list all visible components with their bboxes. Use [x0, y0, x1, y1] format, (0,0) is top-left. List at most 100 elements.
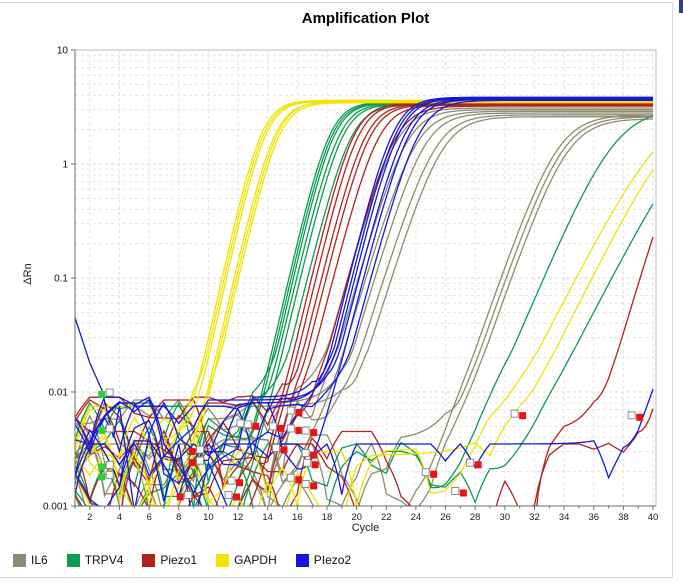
curve-il6[interactable] [75, 110, 653, 484]
marker-flag-piezo1[interactable] [474, 461, 482, 469]
curve-il6[interactable] [75, 116, 653, 534]
marker-open-square[interactable] [105, 424, 114, 433]
marker-flag-piezo1[interactable] [277, 424, 285, 432]
marker-flag-piezo1[interactable] [310, 482, 318, 490]
marker-flag-piezo1[interactable] [459, 489, 467, 497]
curve-gapdh[interactable] [75, 99, 653, 445]
marker-open-square[interactable] [105, 470, 114, 479]
curve-il6[interactable] [75, 107, 653, 540]
marker-open-square[interactable] [510, 409, 519, 418]
x-tick-label: 40 [648, 512, 659, 523]
legend-item-il6[interactable]: IL6 [13, 553, 48, 567]
marker-flag-piezo1[interactable] [188, 459, 196, 467]
marker-open-square[interactable] [105, 388, 114, 397]
x-tick-label: 32 [529, 512, 540, 523]
marker-open-square[interactable] [286, 406, 295, 415]
legend-item-piezo2[interactable]: PIezo2 [295, 553, 351, 567]
y-tick-label: 0.1 [54, 274, 68, 285]
legend: IL6 TRPV4 Piezo1 GAPDH PIezo2 [13, 553, 351, 567]
marker-flag-trpv4[interactable] [98, 426, 106, 434]
x-tick-label: 22 [381, 512, 392, 523]
x-tick-label: 10 [203, 512, 214, 523]
curve-gapdh[interactable] [75, 169, 654, 541]
curve-trpv4[interactable] [75, 203, 654, 540]
marker-open-square[interactable] [196, 445, 205, 454]
curve-piezo2[interactable] [75, 98, 653, 487]
marker-open-square[interactable] [303, 458, 312, 467]
marker-flag-piezo1[interactable] [252, 422, 260, 430]
legend-swatch-icon [13, 553, 26, 567]
x-tick-label: 30 [500, 512, 511, 523]
curve-trpv4[interactable] [75, 102, 653, 540]
marker-open-square[interactable] [105, 460, 114, 469]
marker-flag-piezo1[interactable] [280, 446, 288, 454]
marker-open-square[interactable] [301, 449, 310, 458]
marker-open-square[interactable] [466, 458, 475, 467]
x-tick-label: 26 [440, 512, 451, 523]
marker-open-square[interactable] [224, 490, 233, 499]
marker-flag-piezo1[interactable] [310, 429, 318, 437]
legend-item-gapdh[interactable]: GAPDH [216, 553, 277, 567]
curve-gapdh[interactable] [75, 100, 653, 526]
curve-il6[interactable] [75, 116, 653, 461]
legend-item-trpv4[interactable]: TRPV4 [66, 553, 123, 567]
curve-piezo2[interactable] [75, 388, 654, 495]
curve-il6[interactable] [75, 114, 654, 540]
marker-flag-piezo1[interactable] [636, 413, 644, 421]
marker-flag-piezo1[interactable] [295, 426, 303, 434]
marker-open-square[interactable] [236, 419, 245, 428]
marker-flag-piezo1[interactable] [233, 493, 241, 501]
marker-flag-piezo1[interactable] [295, 409, 303, 417]
axes: 2 4 6 8 10 12 14 16 18 20 22 24 26 28 30 32 34 36 38 401010… [43, 46, 658, 524]
marker-flag-piezo1[interactable] [295, 476, 303, 484]
marker-flag-piezo1[interactable] [519, 412, 527, 420]
curve-gapdh[interactable] [75, 100, 653, 481]
x-tick-label: 24 [411, 512, 422, 523]
y-tick-label: 1 [62, 160, 68, 171]
marker-open-square[interactable] [286, 424, 295, 433]
curve-gapdh[interactable] [75, 100, 653, 540]
curve-piezo2[interactable] [75, 99, 653, 458]
panel-divider-right [672, 2, 673, 578]
curve-gapdh[interactable] [75, 151, 654, 506]
x-tick-label: 28 [470, 512, 481, 523]
marker-open-square[interactable] [451, 487, 460, 496]
marker-flag-piezo1[interactable] [430, 470, 438, 478]
marker-flag-trpv4[interactable] [98, 463, 106, 471]
marker-open-square[interactable] [286, 473, 295, 482]
marker-open-square[interactable] [184, 490, 193, 499]
markers-layer [98, 388, 644, 501]
x-tick-label: 36 [588, 512, 599, 523]
marker-flag-piezo1[interactable] [188, 448, 196, 456]
marker-open-square[interactable] [271, 443, 280, 452]
trace-piezo2[interactable] [75, 317, 238, 532]
curve-piezo1[interactable] [75, 102, 653, 540]
curve-gapdh[interactable] [75, 101, 653, 526]
marker-open-square[interactable] [421, 468, 430, 477]
legend-item-piezo1[interactable]: Piezo1 [142, 553, 197, 567]
marker-flag-trpv4[interactable] [98, 391, 106, 399]
marker-open-square[interactable] [301, 426, 310, 435]
x-axis-label: Cycle [351, 522, 380, 534]
marker-flag-piezo1[interactable] [176, 493, 184, 501]
curve-piezo1[interactable] [75, 408, 654, 541]
marker-flag-piezo1[interactable] [311, 461, 319, 469]
curve-gapdh[interactable] [75, 102, 653, 492]
marker-open-square[interactable] [227, 476, 236, 485]
curve-piezo1[interactable] [75, 104, 653, 538]
marker-flag-piezo1[interactable] [310, 451, 318, 459]
curve-il6[interactable] [75, 108, 653, 511]
marker-flag-trpv4[interactable] [98, 473, 106, 481]
x-tick-label: 6 [146, 512, 151, 523]
legend-swatch-icon [142, 553, 156, 567]
window-edge-fragment [679, 0, 683, 13]
marker-open-square[interactable] [627, 411, 636, 420]
x-tick-label: 4 [117, 512, 122, 523]
marker-open-square[interactable] [269, 422, 278, 431]
marker-open-square[interactable] [243, 420, 252, 429]
marker-open-square[interactable] [196, 456, 205, 465]
marker-open-square[interactable] [301, 479, 310, 488]
marker-flag-piezo1[interactable] [236, 479, 244, 487]
